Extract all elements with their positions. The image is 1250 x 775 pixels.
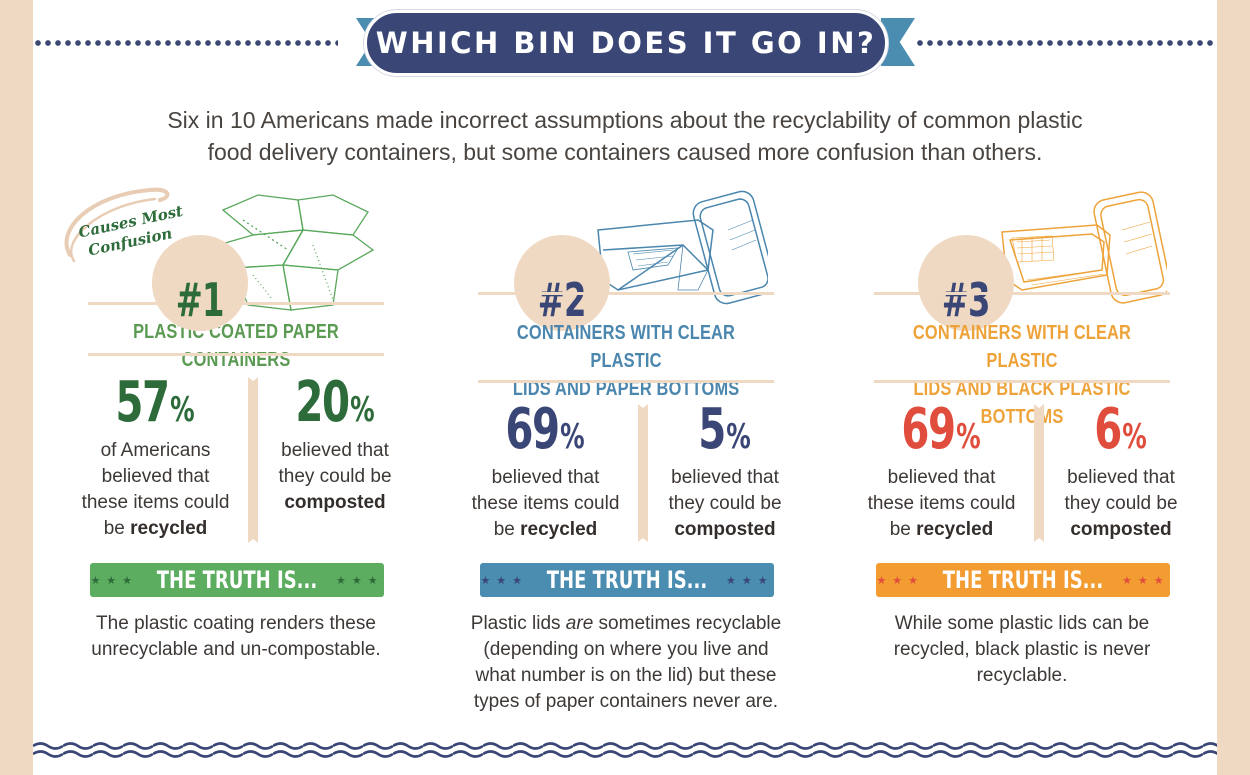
title-banner: WHICH BIN DOES IT GO IN?: [364, 10, 888, 76]
illustration-area: Causes Most Confusion #1: [64, 185, 388, 331]
dotted-line-right: [915, 40, 1217, 46]
stats: 69% believed that these items could be r…: [472, 400, 782, 570]
illustration-area: #2: [478, 185, 778, 331]
clear-lid-black-plastic-container-icon: [1001, 191, 1167, 304]
stars-icon: ★★★: [90, 574, 139, 587]
takeout-box-icon: [216, 194, 375, 311]
rank-badge: #1: [152, 235, 248, 331]
dotted-line-left: [33, 40, 338, 46]
truth-label: THE TRUTH IS...: [942, 566, 1104, 594]
truth-banner: ★★★ THE TRUTH IS... ★★★: [876, 563, 1170, 597]
truth-label: THE TRUTH IS...: [156, 566, 318, 594]
recycled-stat: 69% believed that these items could be r…: [859, 400, 1024, 543]
composted-percent: 5%: [698, 397, 752, 462]
right-border-strip: [1217, 0, 1250, 775]
stars-icon: ★★★: [725, 574, 774, 587]
left-border-strip: [0, 0, 33, 775]
title-rule-top: [874, 292, 1170, 295]
composted-stat: 5% believed that they could be composted: [650, 400, 800, 543]
composted-description: believed that they could be composted: [668, 467, 782, 540]
truth-explanation: Plastic lids are sometimes recyclable (d…: [470, 613, 782, 712]
rank-badge: #2: [514, 235, 610, 331]
stars-icon: ★★★: [876, 574, 925, 587]
recycled-percent: 69%: [505, 397, 586, 462]
recycled-stat: 57% of Americans believed that these ite…: [73, 373, 238, 542]
rank-number: #2: [538, 273, 587, 327]
stat-divider: [638, 404, 648, 542]
intro-line-1: Six in 10 Americans made incorrect assum…: [167, 107, 1083, 133]
title-rule-bottom: [88, 353, 384, 356]
stars-icon: ★★★: [1121, 574, 1170, 587]
stats: 57% of Americans believed that these ite…: [82, 373, 392, 543]
truth-label: THE TRUTH IS...: [546, 566, 708, 594]
title-rule-bottom: [478, 380, 774, 383]
stat-divider: [248, 377, 258, 543]
recycled-percent: 57%: [115, 370, 196, 435]
intro-text: Six in 10 Americans made incorrect assum…: [100, 104, 1150, 168]
truth-banner: ★★★ THE TRUTH IS... ★★★: [90, 563, 384, 597]
composted-percent: 6%: [1094, 397, 1148, 462]
composted-description: believed that they could be composted: [278, 440, 392, 513]
illustration-area: #3: [874, 185, 1174, 331]
truth-explanation: The plastic coating renders these unrecy…: [91, 613, 381, 660]
clear-lid-paper-container-icon: [597, 190, 768, 305]
composted-stat: 20% believed that they could be composte…: [260, 373, 410, 516]
container-type-title: PLASTIC COATED PAPER CONTAINERS: [133, 321, 339, 371]
rank-number: #3: [942, 273, 991, 327]
recycled-description: of Americans believed that these items c…: [81, 440, 230, 539]
wavy-divider: [33, 739, 1217, 761]
rank-badge: #3: [918, 235, 1014, 331]
recycled-stat: 69% believed that these items could be r…: [463, 400, 628, 543]
composted-percent: 20%: [295, 370, 375, 435]
composted-description: believed that they could be composted: [1064, 467, 1178, 540]
container-type-title: CONTAINERS WITH CLEAR PLASTIC LIDS AND P…: [512, 322, 740, 400]
header: WHICH BIN DOES IT GO IN?: [33, 0, 1217, 90]
stars-icon: ★★★: [480, 574, 529, 587]
intro-line-2: food delivery containers, but some conta…: [207, 139, 1043, 165]
title-rule-top: [478, 292, 774, 295]
recycled-description: believed that these items could be recyc…: [471, 467, 620, 540]
composted-stat: 6% believed that they could be composted: [1046, 400, 1196, 543]
page-title: WHICH BIN DOES IT GO IN?: [375, 26, 877, 60]
rank-number: #1: [176, 273, 225, 327]
stat-divider: [1034, 404, 1044, 542]
stats: 69% believed that these items could be r…: [868, 400, 1178, 570]
stars-icon: ★★★: [335, 574, 384, 587]
recycled-percent: 69%: [901, 397, 982, 462]
truth-explanation: While some plastic lids can be recycled,…: [893, 613, 1151, 686]
recycled-description: believed that these items could be recyc…: [867, 467, 1016, 540]
title-rule-bottom: [874, 380, 1170, 383]
truth-banner: ★★★ THE TRUTH IS... ★★★: [480, 563, 774, 597]
